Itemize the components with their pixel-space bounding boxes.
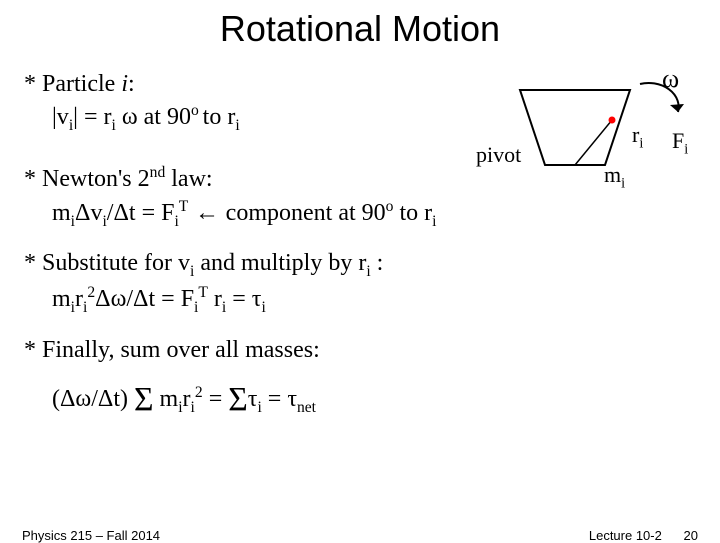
t: i xyxy=(261,299,265,316)
t: net xyxy=(297,398,316,415)
t: Δω/Δt = F xyxy=(95,286,194,312)
t: r xyxy=(208,286,222,312)
t: i xyxy=(432,212,436,229)
t: /Δt = F xyxy=(107,200,175,226)
page-number: 20 xyxy=(684,528,698,543)
left-arrow-icon: ← xyxy=(188,199,225,226)
t: Δv xyxy=(75,200,102,226)
arc-arrowhead-icon xyxy=(670,104,684,112)
t: m xyxy=(52,286,71,312)
t: to r xyxy=(393,200,432,226)
t: (Δω/Δt) xyxy=(52,386,134,412)
t: 2 xyxy=(195,384,203,401)
footer-right: Lecture 10-2 20 xyxy=(589,528,698,543)
t: law: xyxy=(165,166,212,192)
t: i xyxy=(194,299,198,316)
t: nd xyxy=(150,164,166,181)
t: = τ xyxy=(262,386,297,412)
t: i xyxy=(235,117,239,134)
mi-label: mi xyxy=(604,162,625,192)
trapezoid-icon xyxy=(520,90,630,165)
t: ω at 90 xyxy=(116,104,191,130)
t: | = r xyxy=(73,104,111,130)
t: = xyxy=(203,386,229,412)
particle-dot-icon xyxy=(609,117,616,124)
t: * Newton's 2 xyxy=(24,166,150,192)
omega-label: ω xyxy=(662,64,679,94)
ri-label: ri xyxy=(632,122,643,152)
t: i xyxy=(639,135,643,151)
rotation-diagram: ω pivot ri mi Fi xyxy=(440,70,700,220)
page-title: Rotational Motion xyxy=(0,0,720,50)
t: = τ xyxy=(226,286,261,312)
pivot-label: pivot xyxy=(476,142,521,168)
t: m xyxy=(52,200,71,226)
t: i xyxy=(684,141,688,157)
t: τ xyxy=(248,386,258,412)
t: to r xyxy=(203,104,236,130)
t: m xyxy=(604,162,621,187)
t: i xyxy=(83,299,87,316)
t: |v xyxy=(52,104,69,130)
t: m xyxy=(154,386,179,412)
b1l1-text: * Particle i: xyxy=(24,71,135,97)
bullet-3: * Substitute for vi and multiply by ri :… xyxy=(24,247,696,318)
t: and multiply by r xyxy=(194,250,366,276)
t: F xyxy=(672,128,684,153)
t: r xyxy=(183,386,191,412)
bullet-3-line1: * Substitute for vi and multiply by ri : xyxy=(24,247,696,282)
footer-left: Physics 215 – Fall 2014 xyxy=(22,528,160,543)
bullet-4-line1: * Finally, sum over all masses: xyxy=(24,334,696,366)
bullet-4: * Finally, sum over all masses: (Δω/Δt) … xyxy=(24,334,696,422)
sigma-icon: Σ xyxy=(134,381,154,418)
t: * Substitute for v xyxy=(24,250,190,276)
t: 2 xyxy=(87,284,95,301)
t: r xyxy=(75,286,83,312)
t: T xyxy=(198,284,208,301)
lecture-number: Lecture 10-2 xyxy=(589,528,662,543)
fi-label: Fi xyxy=(672,128,688,158)
sigma-icon: Σ xyxy=(228,381,248,418)
t: T xyxy=(179,198,189,215)
bullet-4-line2: (Δω/Δt) Σ miri2 = Στi = τnet xyxy=(24,377,696,422)
t: component at 90 xyxy=(226,200,386,226)
t: o xyxy=(191,102,203,119)
bullet-3-line2: miri2Δω/Δt = FiT ri = τi xyxy=(24,282,696,318)
t: i xyxy=(621,175,625,191)
t: : xyxy=(371,250,384,276)
